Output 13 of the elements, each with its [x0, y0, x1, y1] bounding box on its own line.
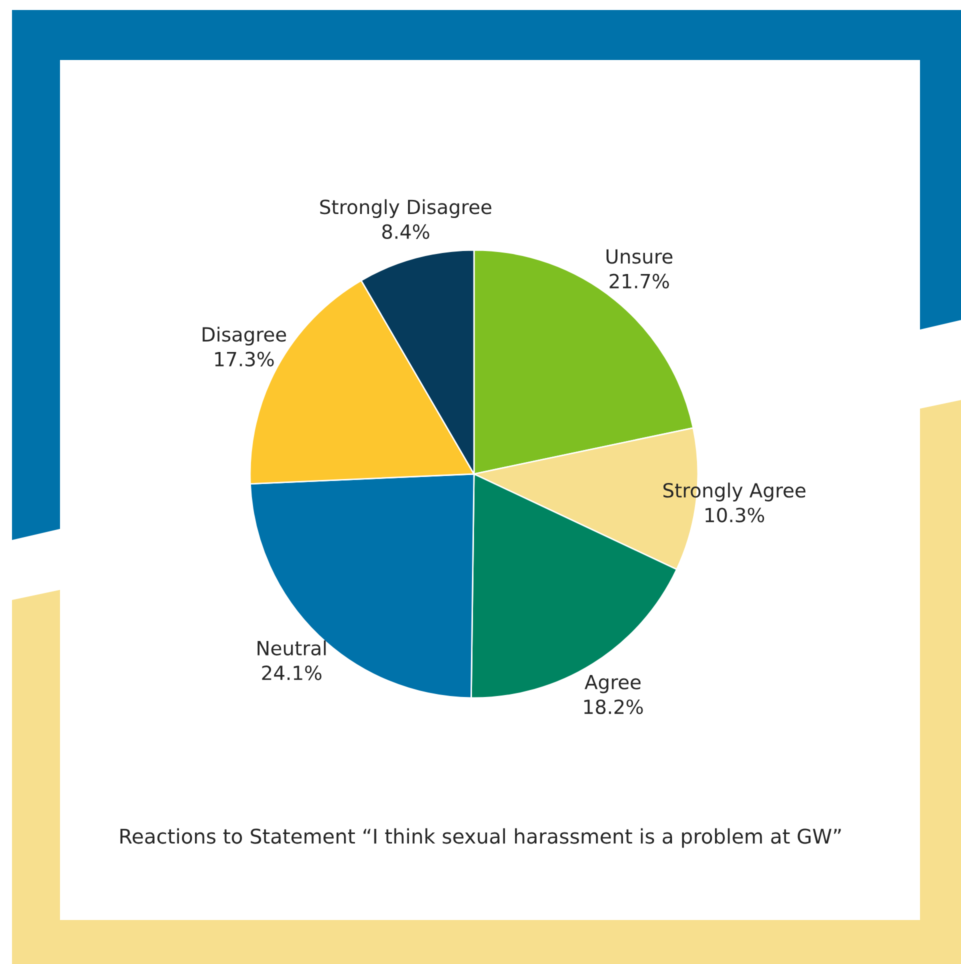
slice-label: Neutral: [258, 640, 326, 656]
slice-label: Unsure: [606, 249, 672, 264]
data-label: 24.1%: [262, 666, 322, 680]
data-label: 21.7%: [610, 274, 669, 289]
data-label: 10.3%: [706, 508, 764, 522]
data-label: 8.4%: [382, 224, 430, 239]
slice-label: Disagree: [202, 326, 286, 346]
data-label: 17.3%: [215, 352, 274, 366]
slice-label: Strongly Disagree: [320, 199, 492, 218]
slice-label: Agree: [584, 674, 641, 694]
text: Reactions to Statement “I think sexual harassment is a problem at GW”: [120, 828, 841, 848]
data-label: 18.2%: [584, 699, 643, 714]
slice-label: Strongly Agree: [663, 482, 806, 502]
